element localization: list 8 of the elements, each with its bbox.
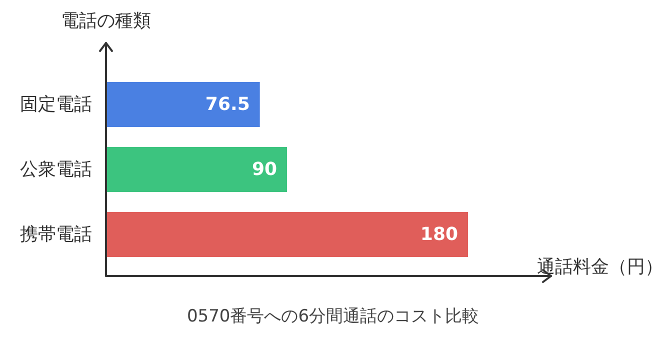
y-axis-title: 電話の種類	[61, 10, 151, 32]
data-label: 76.5	[205, 94, 250, 115]
y-tick-label: 公衆電話	[20, 159, 92, 180]
y-tick-label: 携帯電話	[20, 224, 92, 245]
data-label: 90	[252, 159, 277, 180]
y-tick-label: 固定電話	[20, 94, 92, 115]
text: 0570番号への6分間通話のコスト比較	[186, 306, 480, 326]
data-label: 180	[420, 224, 458, 245]
